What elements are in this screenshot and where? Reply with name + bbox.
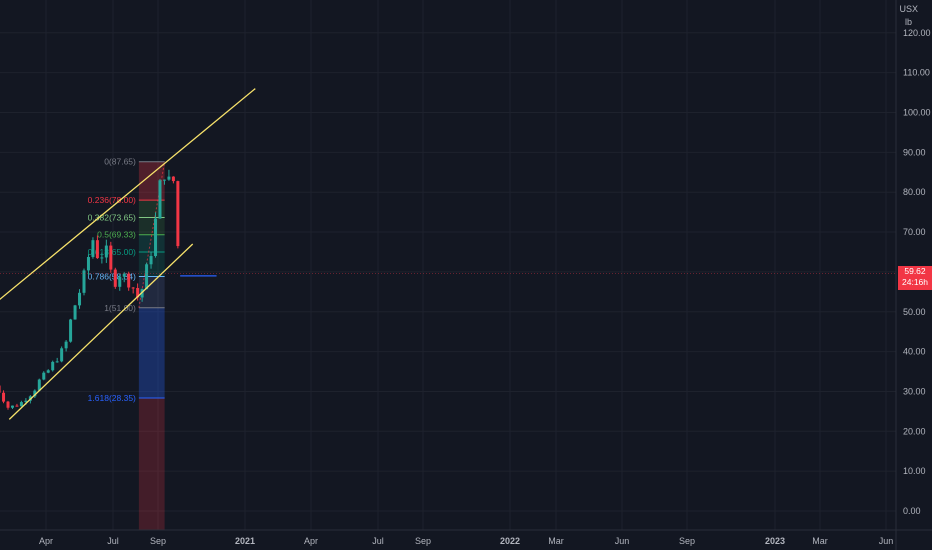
fib-trend-line bbox=[138, 161, 166, 308]
fib-level-label: 0.5(69.33) bbox=[97, 230, 136, 240]
fib-extension-zone bbox=[138, 398, 165, 530]
price-tick-label: 30.00 bbox=[903, 386, 926, 396]
fib-zone bbox=[138, 234, 165, 252]
candle-body bbox=[158, 180, 162, 219]
candle-body bbox=[149, 256, 153, 265]
price-axis[interactable]: 0.0010.0020.0030.0040.0050.0060.0070.008… bbox=[895, 0, 931, 550]
time-tick-label: Apr bbox=[304, 536, 318, 546]
fib-level-label: 0.786(58.84) bbox=[88, 272, 136, 282]
candle-body bbox=[95, 240, 99, 259]
upper-channel-line bbox=[0, 88, 256, 301]
time-tick-label: Jul bbox=[372, 536, 384, 546]
time-tick-label: 2023 bbox=[765, 536, 785, 546]
candle-body bbox=[10, 405, 14, 408]
candle-body bbox=[100, 257, 104, 259]
fib-level-label: 0.382(73.65) bbox=[88, 213, 136, 223]
time-tick-label: Jun bbox=[879, 536, 894, 546]
candle-body bbox=[118, 276, 122, 287]
time-tick-label: Apr bbox=[39, 536, 53, 546]
fib-level-label: 0(87.65) bbox=[104, 157, 136, 167]
time-tick-label: Sep bbox=[150, 536, 166, 546]
price-tick-label: 20.00 bbox=[903, 426, 926, 436]
grid-lines bbox=[0, 0, 896, 530]
candle-body bbox=[60, 348, 64, 362]
candle-body bbox=[82, 270, 86, 293]
time-tick-label: 2021 bbox=[235, 536, 255, 546]
candlestick-series bbox=[0, 169, 180, 410]
candle-body bbox=[109, 245, 113, 270]
candle-body bbox=[64, 341, 68, 349]
price-tick-label: 40.00 bbox=[903, 347, 926, 357]
candle-body bbox=[113, 269, 117, 287]
candle-body bbox=[176, 181, 180, 247]
time-tick-label: Sep bbox=[679, 536, 695, 546]
candle-body bbox=[91, 240, 95, 257]
candle-body bbox=[6, 401, 10, 408]
currency-label: USX bbox=[899, 4, 918, 14]
drawn-trendlines[interactable] bbox=[0, 88, 896, 420]
last-price-value: 59.62 bbox=[904, 266, 926, 276]
price-tick-label: 0.00 bbox=[903, 506, 921, 516]
time-tick-label: 2022 bbox=[500, 536, 520, 546]
time-axis[interactable]: Apr Jul Sep 2021 Apr Jul Sep 2022 Mar Jun Sep 2023 M… bbox=[0, 529, 932, 546]
fib-level-label: 0.236(78.00) bbox=[88, 195, 136, 205]
candle-body bbox=[86, 256, 90, 271]
candle-body bbox=[69, 319, 73, 342]
candle-body bbox=[42, 372, 46, 380]
candle-body bbox=[162, 179, 166, 181]
candle-body bbox=[24, 400, 28, 403]
candle-body bbox=[136, 288, 140, 298]
fib-zone bbox=[138, 307, 165, 399]
candle-body bbox=[104, 245, 108, 258]
candle-body bbox=[51, 361, 55, 371]
fib-level-label: 1(51.00) bbox=[104, 303, 136, 313]
last-price-tag: 59.62 24:16h bbox=[898, 266, 932, 290]
time-tick-label: Jun bbox=[615, 536, 630, 546]
price-tick-label: 80.00 bbox=[903, 187, 926, 197]
candle-body bbox=[131, 287, 135, 289]
price-tick-label: 90.00 bbox=[903, 147, 926, 157]
candle-body bbox=[55, 361, 59, 363]
price-tick-label: 70.00 bbox=[903, 227, 926, 237]
candle-body bbox=[33, 390, 37, 397]
fib-zone bbox=[138, 200, 165, 218]
time-tick-label: Sep bbox=[415, 536, 431, 546]
candle-body bbox=[171, 176, 175, 182]
candle-body bbox=[78, 292, 82, 306]
candle-body bbox=[0, 385, 1, 393]
time-tick-label: Jul bbox=[107, 536, 119, 546]
bar-countdown: 24:16h bbox=[902, 277, 928, 287]
time-tick-label: Mar bbox=[812, 536, 828, 546]
candle-body bbox=[2, 392, 6, 402]
price-tick-label: 100.00 bbox=[903, 108, 931, 118]
fib-level-label: 1.618(28.35) bbox=[88, 393, 136, 403]
candle-body bbox=[73, 305, 77, 320]
unit-label: lb bbox=[904, 17, 912, 27]
price-tick-label: 10.00 bbox=[903, 466, 926, 476]
price-tick-label: 110.00 bbox=[903, 68, 930, 78]
candle-body bbox=[140, 289, 144, 298]
candle-body bbox=[127, 273, 131, 288]
candle-body bbox=[15, 405, 19, 407]
candle-body bbox=[154, 218, 158, 257]
time-tick-label: Mar bbox=[548, 536, 564, 546]
candle-body bbox=[122, 273, 126, 277]
candle-body bbox=[46, 370, 50, 373]
candle-body bbox=[37, 379, 41, 391]
price-tick-label: 120.00 bbox=[903, 28, 931, 38]
candle-body bbox=[167, 176, 171, 180]
price-tick-label: 50.00 bbox=[903, 307, 926, 317]
candle-body bbox=[145, 264, 149, 290]
candle-body bbox=[19, 402, 23, 407]
fib-zone bbox=[138, 217, 165, 235]
